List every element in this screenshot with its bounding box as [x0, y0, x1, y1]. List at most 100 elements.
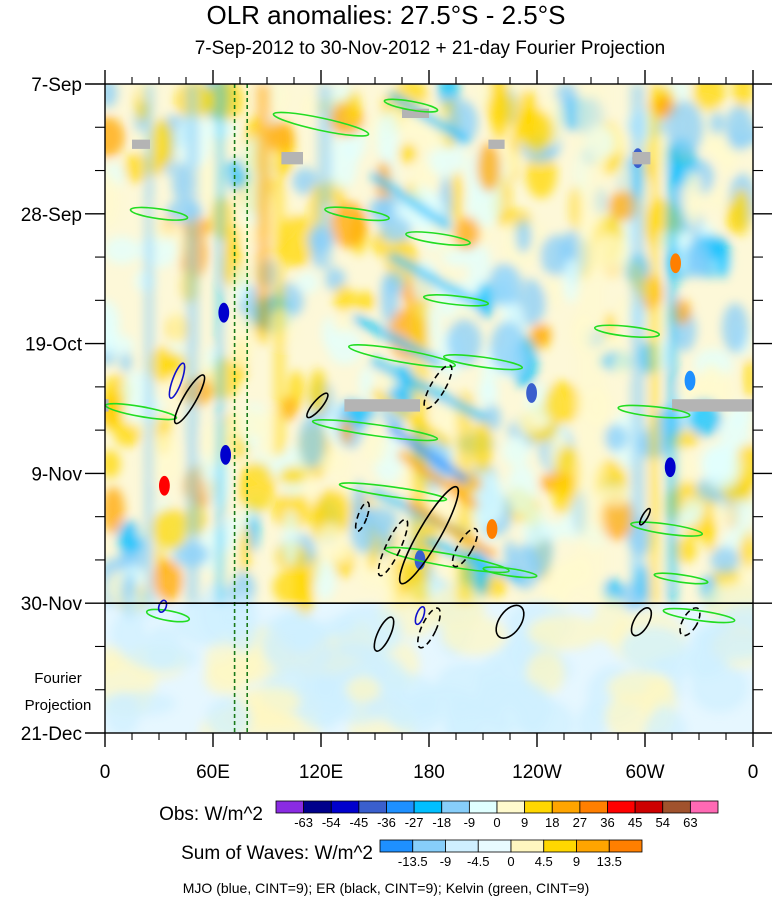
projection-cell [206, 696, 252, 733]
chart-subtitle: 7-Sep-2012 to 30-Nov-2012 + 21-day Fouri… [194, 38, 666, 59]
er-contour [398, 485, 460, 585]
missing-data-patch [105, 399, 109, 412]
olr-cell [359, 366, 374, 401]
missing-data-patch [632, 151, 651, 165]
olr-cell [702, 445, 742, 491]
olr-cell [294, 568, 315, 618]
olr-cell [722, 303, 749, 354]
olr-streak [370, 357, 488, 423]
olr-spot [526, 383, 537, 403]
olr-band [317, 84, 332, 270]
olr-cell [338, 312, 353, 333]
olr-cell [514, 219, 532, 253]
olr-cell [379, 216, 412, 243]
obs-colorbar-swatch [358, 800, 387, 814]
olr-cell [665, 100, 704, 156]
olr-spot [664, 457, 676, 478]
x-tick-label: 60E [196, 762, 230, 783]
olr-cell [298, 415, 326, 469]
olr-cell [489, 84, 508, 100]
projection-cell [345, 676, 381, 703]
missing-data-patch [344, 399, 420, 412]
olr-cell [374, 198, 396, 223]
olr-cell [380, 567, 399, 602]
missing-data-patch [132, 139, 150, 149]
olr-cell [726, 201, 740, 235]
olr-cell [171, 306, 183, 347]
contour-legend: MJO (blue, CINT=9); ER (black, CINT=9); … [183, 880, 590, 896]
olr-cell [490, 321, 527, 374]
obs-colorbar-swatch [689, 800, 719, 814]
olr-streak [406, 499, 497, 559]
olr-cell [684, 240, 710, 278]
olr-band [274, 145, 285, 455]
y-tick-label: 30-Nov [21, 594, 83, 615]
projection-cell [476, 678, 553, 733]
missing-data-patch [281, 151, 303, 165]
kelvin-contour [593, 324, 661, 339]
obs-colorbar: Obs: W/m^2 -63 -54 -45 -36 -27 -18 -9 0 9 18 27 36 4… [159, 800, 719, 830]
olr-cell [333, 284, 355, 312]
obs-colorbar-level: 18 [545, 815, 559, 830]
olr-cell [205, 346, 219, 372]
er-contour [639, 507, 651, 526]
waves-colorbar-label: Sum of Waves: W/m^2 [181, 843, 373, 864]
olr-cell [362, 417, 388, 465]
er-contour [630, 607, 653, 637]
olr-cell [487, 87, 515, 128]
x-tick-label: 0 [748, 762, 759, 783]
olr-cell [518, 109, 555, 153]
obs-colorbar-label: Obs: W/m^2 [159, 804, 263, 825]
obs-colorbar-swatch [662, 800, 691, 814]
olr-cell [124, 152, 150, 184]
olr-cell [692, 84, 726, 111]
waves-colorbar-level: 0 [507, 854, 514, 869]
waves-colorbar-swatch [379, 839, 414, 853]
obs-colorbar-swatch [634, 800, 664, 814]
mjo-contour [157, 599, 168, 614]
waves-colorbar-level: -9 [440, 854, 452, 869]
projection-cell [145, 625, 181, 672]
kelvin-contour [145, 608, 191, 623]
y-tick-label: 28-Sep [21, 205, 82, 226]
olr-streak [397, 450, 479, 509]
kelvin-contour [383, 98, 439, 113]
olr-cell [447, 318, 482, 366]
kelvin-contour [405, 231, 471, 246]
olr-cell [725, 105, 753, 152]
mjo-contour [168, 362, 186, 399]
olr-cell [514, 411, 545, 434]
projection-cell [125, 591, 163, 620]
kelvin-contour [272, 111, 370, 137]
kelvin-contour [662, 607, 736, 624]
kelvin-contour [129, 206, 189, 221]
kelvin-contour [617, 404, 691, 419]
olr-cell [282, 510, 299, 566]
olr-cell [473, 419, 493, 475]
olr-cell [709, 111, 725, 135]
obs-colorbar-level: 45 [628, 815, 642, 830]
obs-colorbar-swatch [330, 800, 360, 814]
olr-cell [105, 449, 121, 479]
kelvin-contour [630, 521, 704, 537]
er-contour [416, 607, 442, 649]
olr-cell [328, 201, 368, 248]
chart-title: OLR anomalies: 27.5°S - 2.5°S [206, 0, 566, 30]
obs-colorbar-swatch [441, 800, 470, 814]
olr-spot [159, 475, 170, 496]
projection-cell [172, 600, 252, 647]
olr-cell [237, 461, 276, 513]
olr-cell [507, 463, 537, 516]
waves-colorbar-swatch [608, 839, 643, 853]
olr-band [630, 84, 645, 604]
obs-colorbar-swatch [386, 800, 415, 814]
olr-field [105, 84, 753, 733]
olr-cell [732, 84, 753, 109]
waves-colorbar-swatch [576, 839, 610, 853]
olr-cell [232, 265, 249, 303]
x-tick-label: 180 [413, 762, 445, 783]
olr-cell [743, 357, 753, 400]
olr-cell [376, 111, 399, 163]
olr-cell [346, 90, 361, 126]
